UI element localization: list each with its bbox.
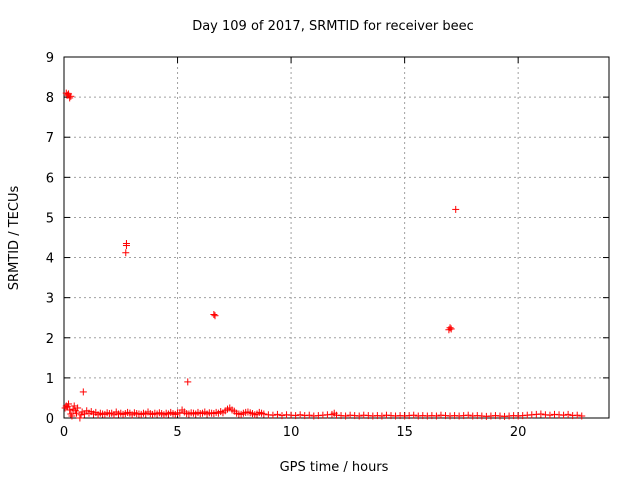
data-points <box>61 89 586 422</box>
data-point <box>537 410 545 418</box>
y-tick-label: 3 <box>46 292 54 307</box>
data-point <box>74 404 82 412</box>
y-tick-label: 5 <box>46 211 54 226</box>
data-point <box>578 412 586 420</box>
data-point <box>260 410 268 418</box>
data-point <box>546 411 554 419</box>
axis-ticks: 0 1 2 3 4 5 6 7 8 9 0 5 10 15 20 <box>46 51 609 440</box>
grid <box>64 57 609 418</box>
data-point <box>410 411 418 419</box>
data-point <box>432 412 440 420</box>
data-point <box>355 412 363 420</box>
data-point <box>446 324 454 332</box>
plot-frame <box>63 56 610 419</box>
data-point <box>342 412 350 420</box>
data-point <box>76 414 84 422</box>
data-point <box>447 325 455 333</box>
data-point <box>560 411 568 419</box>
data-point <box>122 242 130 250</box>
data-point <box>296 411 304 419</box>
data-point <box>292 412 300 420</box>
y-tick-label: 0 <box>46 412 54 427</box>
data-point <box>378 412 386 420</box>
data-point <box>452 205 460 213</box>
data-point <box>184 378 192 386</box>
x-axis-label: GPS time / hours <box>280 460 389 475</box>
data-point <box>68 412 76 420</box>
data-point <box>66 94 74 102</box>
y-tick-label: 7 <box>46 131 54 146</box>
y-tick-label: 1 <box>46 372 54 387</box>
data-point <box>564 410 572 418</box>
data-point <box>273 410 281 418</box>
data-point <box>210 311 218 319</box>
data-point <box>79 388 87 396</box>
y-tick-label: 9 <box>46 51 54 66</box>
y-tick-label: 8 <box>46 91 54 106</box>
data-point <box>278 412 286 420</box>
data-point <box>211 312 219 320</box>
y-tick-label: 2 <box>46 332 54 347</box>
data-point <box>573 411 581 419</box>
data-point <box>65 400 73 408</box>
data-point <box>67 92 75 100</box>
x-tick-label: 20 <box>510 425 527 440</box>
y-tick-label: 4 <box>46 252 54 267</box>
data-point <box>66 406 74 414</box>
y-axis-label: SRMTID / TECUs <box>7 186 22 291</box>
x-tick-label: 0 <box>60 425 68 440</box>
x-tick-label: 5 <box>173 425 181 440</box>
data-point <box>269 411 277 419</box>
data-point <box>72 409 80 417</box>
x-tick-label: 15 <box>396 425 413 440</box>
data-point <box>122 249 130 257</box>
y-tick-label: 6 <box>46 171 54 186</box>
chart-title: Day 109 of 2017, SRMTID for receiver bee… <box>192 19 474 34</box>
data-point <box>305 411 313 419</box>
x-tick-label: 10 <box>283 425 300 440</box>
data-point <box>464 411 472 419</box>
